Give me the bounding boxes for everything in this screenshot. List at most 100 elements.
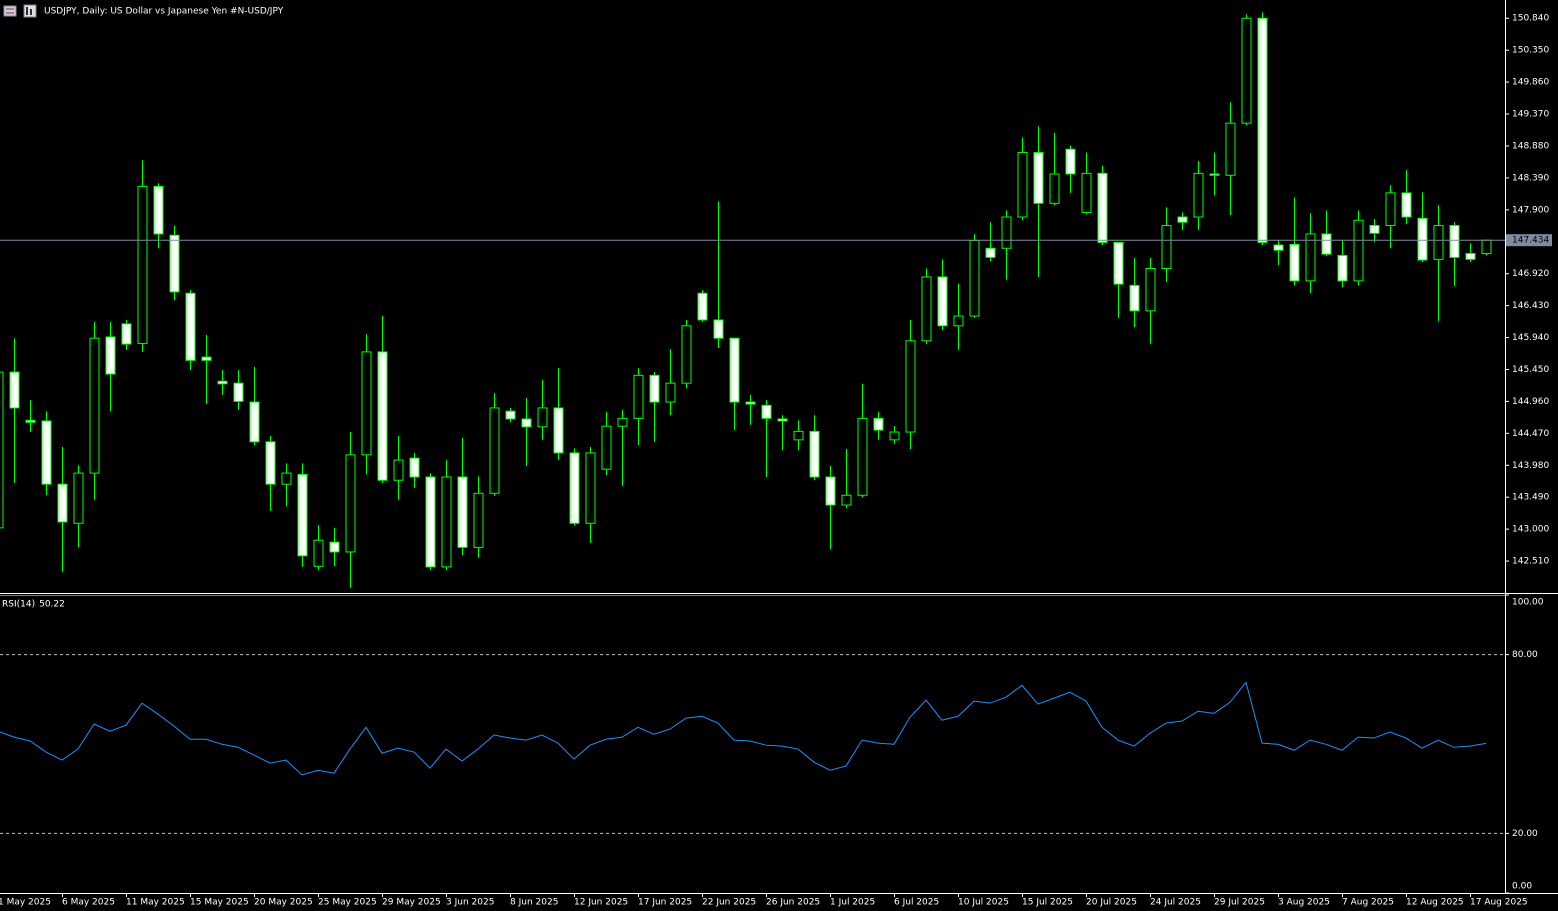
candle-body bbox=[1001, 216, 1012, 249]
candle-body bbox=[41, 420, 52, 485]
candle-body bbox=[841, 494, 852, 506]
candle-body bbox=[713, 319, 724, 339]
x-tick-label: 12 Jun 2025 bbox=[574, 898, 628, 908]
candle-body bbox=[1273, 244, 1284, 251]
x-tick-label: 15 Jul 2025 bbox=[1022, 898, 1073, 908]
candle-body bbox=[1097, 172, 1108, 243]
x-tick-label: 17 Aug 2025 bbox=[1470, 898, 1528, 908]
candle-body bbox=[89, 337, 100, 474]
current-price-box bbox=[1506, 234, 1552, 247]
candle-body bbox=[697, 292, 708, 321]
y-tick-label: 149.860 bbox=[1512, 78, 1549, 88]
x-tick-label: 25 May 2025 bbox=[318, 898, 377, 908]
candle-body bbox=[393, 459, 404, 481]
candle-body bbox=[265, 441, 276, 485]
candle-body bbox=[1289, 243, 1300, 282]
candle-body bbox=[633, 374, 644, 419]
y-tick-label: 0.00 bbox=[1512, 882, 1532, 892]
candle-body bbox=[1113, 241, 1124, 285]
y-tick-label: 146.920 bbox=[1512, 269, 1549, 279]
indicator-line bbox=[0, 681, 1487, 776]
candle-body bbox=[1449, 224, 1460, 258]
candle-body bbox=[665, 382, 676, 403]
candle-body bbox=[1161, 224, 1172, 269]
x-tick-label: 26 Jun 2025 bbox=[766, 898, 820, 908]
y-tick-label: 144.960 bbox=[1512, 397, 1549, 407]
plot-area bbox=[0, 12, 1505, 834]
y-tick-label: 150.840 bbox=[1512, 14, 1549, 24]
candle-body bbox=[297, 473, 308, 557]
candle-body bbox=[1081, 172, 1092, 213]
candle-body bbox=[809, 430, 820, 478]
candle-body bbox=[617, 417, 628, 427]
y-tick-label: 148.880 bbox=[1512, 141, 1549, 151]
x-tick-label: 24 Jul 2025 bbox=[1150, 898, 1201, 908]
candle-body bbox=[1049, 173, 1060, 204]
candle-body bbox=[601, 425, 612, 470]
candle-body bbox=[1257, 17, 1268, 243]
x-tick-label: 12 Aug 2025 bbox=[1406, 898, 1464, 908]
y-tick-label: 147.900 bbox=[1512, 205, 1549, 215]
candle-body bbox=[889, 431, 900, 441]
candle-body bbox=[1065, 148, 1076, 175]
candle-body bbox=[729, 337, 740, 403]
candle-body bbox=[489, 407, 500, 494]
candle-body bbox=[1241, 17, 1252, 124]
y-tick-label: 146.430 bbox=[1512, 301, 1549, 311]
candle-body bbox=[345, 454, 356, 553]
candle-body bbox=[985, 247, 996, 258]
candle-body bbox=[585, 452, 596, 524]
candle-body bbox=[777, 418, 788, 422]
candle-body bbox=[1177, 216, 1188, 223]
candle-body bbox=[329, 541, 340, 553]
y-tick-label: 20.00 bbox=[1512, 829, 1538, 839]
candle-body bbox=[1353, 219, 1364, 282]
candle-body bbox=[1193, 172, 1204, 218]
candle-body bbox=[473, 492, 484, 548]
x-tick-label: 11 May 2025 bbox=[126, 898, 185, 908]
candle-body bbox=[409, 457, 420, 478]
candle-body bbox=[1337, 254, 1348, 282]
candle-body bbox=[1017, 151, 1028, 218]
candle-body bbox=[681, 325, 692, 384]
x-tick-label: 22 Jun 2025 bbox=[702, 898, 756, 908]
candle-body bbox=[1145, 267, 1156, 312]
candle-body bbox=[1385, 192, 1396, 226]
candle-body bbox=[937, 276, 948, 327]
candle-body bbox=[57, 483, 68, 523]
candle-body bbox=[201, 356, 212, 361]
candle-body bbox=[9, 371, 20, 409]
candle-body bbox=[249, 401, 260, 443]
candle-body bbox=[761, 404, 772, 419]
candle-body bbox=[25, 419, 36, 423]
candle-body bbox=[505, 410, 516, 420]
x-tick-label: 29 May 2025 bbox=[382, 898, 441, 908]
candle-body bbox=[121, 323, 132, 345]
candle-body bbox=[1481, 239, 1492, 254]
candle-body bbox=[169, 234, 180, 293]
candle-body bbox=[873, 417, 884, 431]
candle-body bbox=[537, 407, 548, 428]
candle-body bbox=[281, 472, 292, 485]
y-tick-label: 150.350 bbox=[1512, 46, 1549, 56]
x-tick-label: 17 Jun 2025 bbox=[638, 898, 692, 908]
candle-body bbox=[969, 239, 980, 317]
candle-body bbox=[441, 476, 452, 568]
candle-body bbox=[793, 430, 804, 441]
indicator-name: RSI(14) bbox=[2, 600, 35, 610]
x-tick-label: 6 Jul 2025 bbox=[894, 898, 939, 908]
candle-body bbox=[217, 380, 228, 385]
chart-title: USDJPY, Daily: US Dollar vs Japanese Yen… bbox=[44, 7, 284, 17]
candle-body bbox=[377, 351, 388, 481]
candle-body bbox=[745, 401, 756, 405]
x-tick-label: 3 Aug 2025 bbox=[1278, 898, 1330, 908]
y-tick-label: 143.000 bbox=[1512, 525, 1549, 535]
x-tick-label: 7 Aug 2025 bbox=[1342, 898, 1394, 908]
candle-body bbox=[921, 276, 932, 342]
y-tick-label: 145.940 bbox=[1512, 333, 1549, 343]
candle-body bbox=[105, 336, 116, 375]
y-tick-label: 143.490 bbox=[1512, 493, 1549, 503]
candle-body bbox=[1369, 224, 1380, 234]
candle-body bbox=[521, 418, 532, 428]
